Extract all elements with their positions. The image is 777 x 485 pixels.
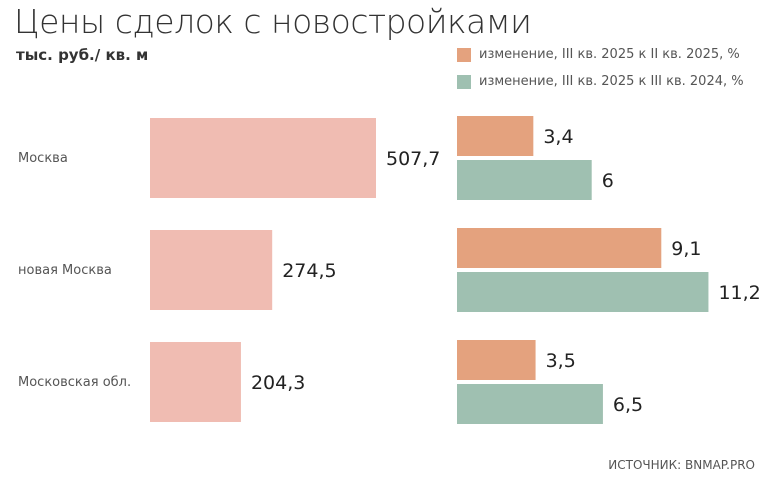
change-value-label: 6,5 [613,394,643,416]
legend-swatch-green [457,74,471,89]
change-bar [457,384,603,424]
change-value-label: 9,1 [671,238,701,260]
category-label: новая Москва [18,263,112,278]
category-label: Москва [18,151,68,166]
change-value-label: 3,4 [543,126,573,148]
source-note: ИСТОЧНИК: BNMAP.PRO [608,458,755,472]
legend-label: изменение, III кв. 2025 к II кв. 2025, % [479,47,740,62]
price-value-label: 274,5 [282,260,336,282]
price-bar [150,230,273,310]
change-value-label: 3,5 [546,350,576,372]
chart-subtitle: тыс. руб./ кв. м [16,46,149,64]
change-value-label: 6 [602,170,614,192]
legend-item-yoy: изменение, III кв. 2025 к III кв. 2024, … [457,74,744,89]
change-bar [457,116,534,156]
change-bar [457,228,662,268]
price-value-label: 204,3 [251,372,305,394]
legend-label: изменение, III кв. 2025 к III кв. 2024, … [479,74,744,89]
legend-swatch-orange [457,47,471,62]
change-value-label: 11,2 [718,282,760,304]
change-bar [457,272,709,312]
chart-title: Цены сделок с новостройками [14,2,532,41]
category-label: Московская обл. [18,375,131,390]
price-bar [150,118,376,198]
price-value-label: 507,7 [386,148,440,170]
change-bar [457,340,536,380]
change-bar [457,160,592,200]
legend-item-qoq: изменение, III кв. 2025 к II кв. 2025, % [457,47,740,62]
price-bar [150,342,241,422]
